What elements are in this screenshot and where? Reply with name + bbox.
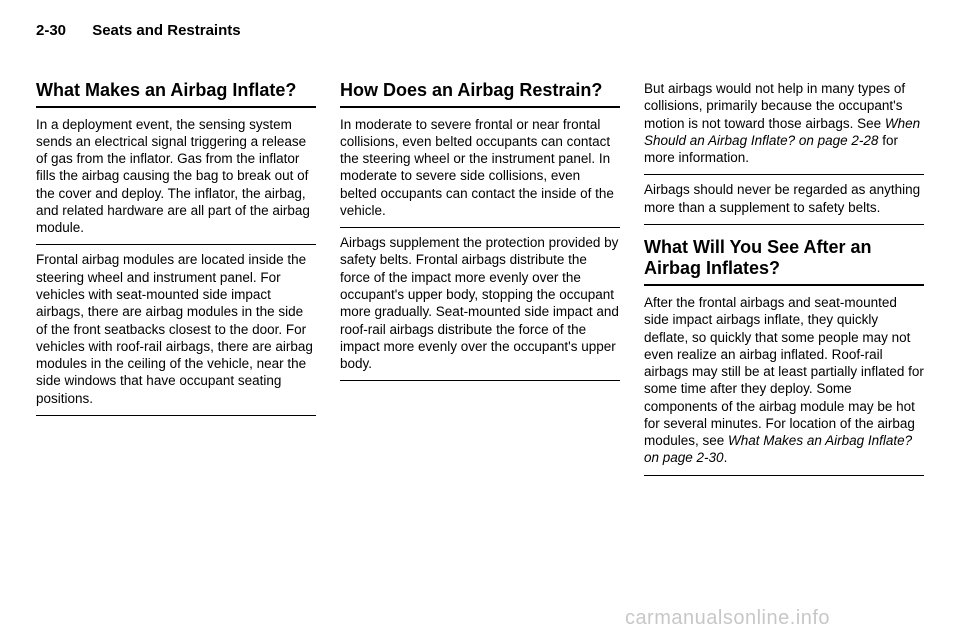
page-number: 2-30 (36, 22, 66, 39)
title-rule (644, 284, 924, 286)
paragraph: Frontal airbag modules are located insid… (36, 251, 316, 406)
paragraph: After the frontal airbags and seat-mount… (644, 294, 924, 467)
watermark: carmanualsonline.info (625, 607, 830, 630)
paragraph-rule (340, 380, 620, 381)
paragraph: Airbags should never be regarded as anyt… (644, 181, 924, 216)
title-rule (36, 106, 316, 108)
paragraph-rule (644, 224, 924, 225)
column-left: What Makes an Airbag Inflate? In a deplo… (36, 80, 316, 482)
paragraph-rule (36, 244, 316, 245)
paragraph-rule (644, 174, 924, 175)
paragraph: In moderate to severe frontal or near fr… (340, 116, 620, 220)
paragraph: But airbags would not help in many types… (644, 80, 924, 166)
column-middle: How Does an Airbag Restrain? In moderate… (340, 80, 620, 482)
paragraph-rule (644, 475, 924, 476)
title-rule (340, 106, 620, 108)
section-title-restrain: How Does an Airbag Restrain? (340, 80, 620, 102)
page-header: 2-30 Seats and Restraints (36, 22, 241, 39)
chapter-title: Seats and Restraints (92, 22, 240, 39)
section-title-after-inflate: What Will You See After an Airbag Inflat… (644, 237, 924, 280)
paragraph-rule (340, 227, 620, 228)
text-run: After the frontal airbags and seat-mount… (644, 295, 924, 448)
text-run: But airbags would not help in many types… (644, 81, 905, 131)
text-run: . (724, 450, 728, 465)
paragraph: Airbags supplement the protection provid… (340, 234, 620, 372)
column-right: But airbags would not help in many types… (644, 80, 924, 482)
content-columns: What Makes an Airbag Inflate? In a deplo… (36, 80, 924, 482)
section-title-inflate: What Makes an Airbag Inflate? (36, 80, 316, 102)
paragraph-rule (36, 415, 316, 416)
paragraph: In a deployment event, the sensing syste… (36, 116, 316, 237)
